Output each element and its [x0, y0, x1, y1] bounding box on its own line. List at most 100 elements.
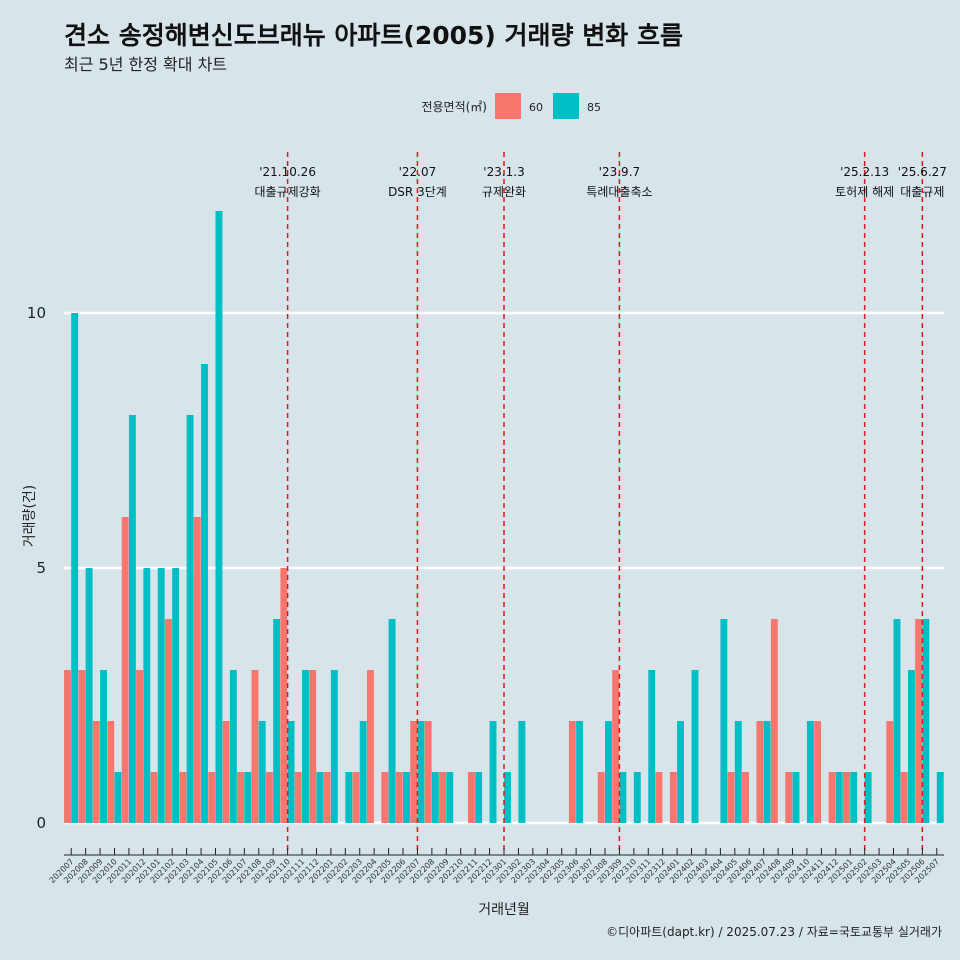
bar-202406-60: [742, 772, 749, 823]
bar-202505-60: [900, 772, 908, 823]
bar-202211-60: [467, 772, 475, 823]
bar-202112-85: [316, 772, 324, 823]
event-label-1: DSR 3단계: [388, 185, 447, 199]
bar-202110-85: [287, 721, 295, 823]
y-tick-label-5: 5: [36, 559, 46, 577]
event-label-3: 특례대출축소: [586, 185, 652, 199]
bar-202402-85: [691, 670, 699, 823]
caption: ©디아파트(dapt.kr) / 2025.07.23 / 자료=국토교통부 실…: [606, 925, 942, 939]
event-date-1: '22.07: [399, 165, 437, 179]
bar-202409-85: [792, 772, 800, 823]
bar-202102-85: [172, 568, 180, 823]
bar-202501-85: [850, 772, 858, 823]
bar-202205-60: [381, 772, 389, 823]
bar-202209-60: [439, 772, 446, 823]
bar-202110-60: [280, 568, 288, 823]
bar-202111-85: [302, 670, 309, 823]
bar-202211-85: [475, 772, 483, 823]
bar-202012-60: [136, 670, 144, 823]
bar-202309-60: [612, 670, 620, 823]
legend: 전용면적(㎡) 60 85: [421, 93, 601, 119]
bar-202106-85: [229, 670, 237, 823]
bar-202504-60: [886, 721, 894, 823]
bar-202109-60: [265, 772, 273, 823]
bar-202206-60: [395, 772, 403, 823]
y-axis-title: 거래량(건): [22, 485, 38, 547]
bar-202010-60: [107, 721, 115, 823]
legend-label-85: 85: [587, 101, 601, 114]
bar-202104-85: [201, 364, 208, 823]
bar-202401-85: [677, 721, 685, 823]
bar-202207-60: [410, 721, 418, 823]
bar-202103-85: [186, 415, 194, 823]
bar-202105-85: [215, 211, 223, 823]
bar-202401-60: [669, 772, 677, 823]
bar-202412-60: [828, 772, 836, 823]
legend-swatch-60: [495, 93, 521, 119]
bar-202205-85: [388, 619, 396, 823]
bar-202502-85: [864, 772, 872, 823]
bar-202308-60: [597, 772, 605, 823]
bar-202107-60: [237, 772, 245, 823]
bar-202206-85: [403, 772, 410, 823]
bar-202012-85: [143, 568, 151, 823]
bar-202102-60: [164, 619, 172, 823]
bar-202101-85: [157, 568, 165, 823]
bar-202212-85: [489, 721, 497, 823]
chart-subtitle: 최근 5년 한정 확대 차트: [64, 55, 227, 74]
y-tick-label-10: 10: [27, 304, 46, 322]
bar-202412-85: [835, 772, 843, 823]
bar-202201-60: [323, 772, 331, 823]
bar-202009-60: [92, 721, 100, 823]
bar-202108-85: [258, 721, 266, 823]
bar-202411-60: [814, 721, 822, 823]
bars: [64, 211, 944, 823]
bar-202505-85: [907, 670, 915, 823]
bar-202506-85: [922, 619, 930, 823]
bar-202009-85: [100, 670, 107, 823]
bar-202104-60: [193, 517, 201, 823]
bar-202504-85: [893, 619, 901, 823]
bar-202008-60: [78, 670, 86, 823]
bar-202306-60: [568, 721, 576, 823]
bar-202501-60: [843, 772, 850, 823]
bar-202108-60: [251, 670, 259, 823]
bar-202409-60: [785, 772, 793, 823]
legend-swatch-85: [553, 93, 579, 119]
event-date-5: '25.6.27: [898, 165, 947, 179]
bar-202207-85: [417, 721, 425, 823]
bar-202408-60: [770, 619, 778, 823]
bar-202201-85: [330, 670, 338, 823]
bar-202011-85: [128, 415, 136, 823]
event-date-0: '21.10.26: [259, 165, 316, 179]
bar-202506-60: [915, 619, 923, 823]
bar-202106-60: [222, 721, 230, 823]
y-tick-label-0: 0: [36, 814, 46, 832]
bar-202311-85: [648, 670, 656, 823]
bar-202103-60: [179, 772, 187, 823]
bar-202204-60: [366, 670, 374, 823]
chart-title: 견소 송정해변신도브래뉴 아파트(2005) 거래량 변화 흐름: [64, 21, 683, 50]
bar-202203-60: [352, 772, 360, 823]
bar-202011-60: [121, 517, 129, 823]
bar-202109-85: [273, 619, 281, 823]
bar-202111-60: [294, 772, 302, 823]
event-markers: '21.10.26 대출규제강화 '22.07 DSR 3단계 '23.1.3 규제완화 '…: [254, 152, 947, 852]
bar-202410-85: [806, 721, 814, 823]
bar-202301-85: [504, 772, 511, 823]
event-date-4: '25.2.13: [840, 165, 889, 179]
bar-202407-60: [756, 721, 764, 823]
bar-202208-85: [431, 772, 439, 823]
event-label-2: 규제완화: [482, 185, 526, 199]
bar-202007-60: [64, 670, 71, 823]
bar-202007-85: [71, 313, 79, 823]
bar-202404-85: [720, 619, 728, 823]
bar-202312-60: [655, 772, 663, 823]
bar-202203-85: [359, 721, 367, 823]
legend-title: 전용면적(㎡): [421, 100, 487, 114]
x-axis: 2020072020082020092020102020112020122021…: [48, 848, 944, 885]
event-label-5: 대출규제: [900, 185, 944, 199]
bar-202310-85: [633, 772, 641, 823]
bar-202010-85: [114, 772, 122, 823]
bar-202107-85: [244, 772, 252, 823]
